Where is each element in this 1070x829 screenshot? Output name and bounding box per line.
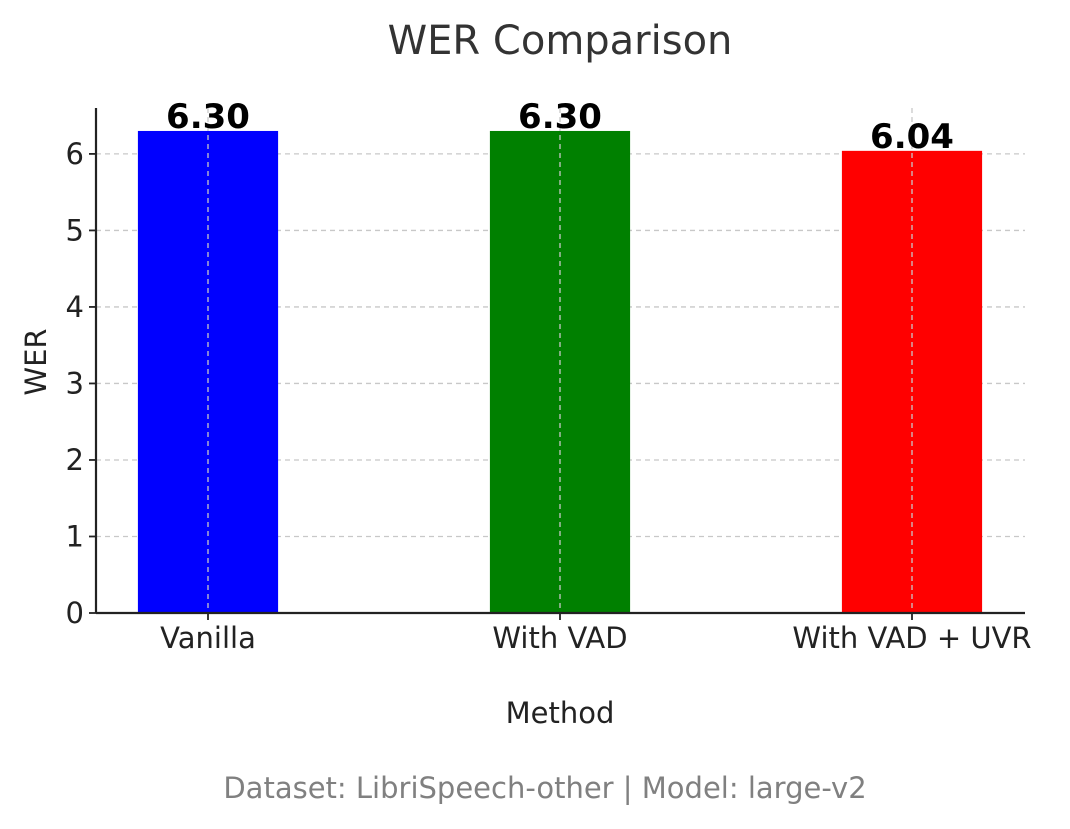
y-tick-label: 6 — [66, 137, 84, 171]
y-tick-label: 1 — [66, 519, 84, 553]
chart-footnote: Dataset: LibriSpeech-other | Model: larg… — [223, 771, 866, 805]
axes: 0 1 2 3 4 5 6 Vanilla With VAD With VAD + UVR — [66, 108, 1032, 655]
y-tick-label: 4 — [66, 290, 84, 324]
x-tick-label: With VAD + UVR — [792, 621, 1031, 655]
x-tick-label: Vanilla — [160, 621, 256, 655]
vertical-grid-lines — [207, 108, 913, 613]
y-tick-label: 5 — [66, 213, 84, 247]
bar-value-label: 6.30 — [166, 97, 250, 137]
y-tick-label: 0 — [66, 596, 84, 630]
bar-value-labels: 6.30 6.30 6.04 — [166, 97, 954, 157]
y-tick-label: 2 — [66, 443, 84, 477]
y-axis-label: WER — [19, 328, 53, 395]
y-tick-label: 3 — [66, 366, 84, 400]
x-axis-label: Method — [506, 696, 615, 730]
chart-title: WER Comparison — [388, 18, 733, 64]
x-tick-label: With VAD — [492, 621, 627, 655]
bar-value-label: 6.04 — [870, 117, 954, 157]
bar-value-label: 6.30 — [518, 97, 602, 137]
